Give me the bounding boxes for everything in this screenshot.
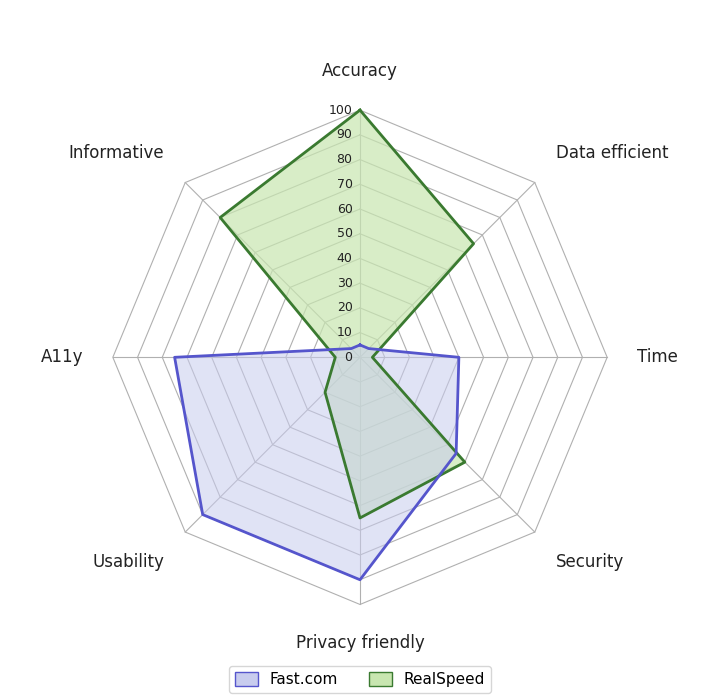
Text: 100: 100 — [329, 104, 353, 117]
Text: 90: 90 — [337, 129, 353, 141]
Text: Privacy friendly: Privacy friendly — [296, 634, 424, 652]
Text: Informative: Informative — [68, 144, 164, 161]
Text: 10: 10 — [337, 326, 353, 339]
Text: Security: Security — [556, 553, 624, 571]
Text: 30: 30 — [337, 277, 353, 290]
Text: 20: 20 — [337, 302, 353, 314]
Text: 40: 40 — [337, 252, 353, 265]
Legend: Fast.com, RealSpeed: Fast.com, RealSpeed — [228, 666, 492, 694]
Text: A11y: A11y — [40, 348, 84, 366]
Text: Data efficient: Data efficient — [556, 144, 668, 161]
Polygon shape — [175, 345, 459, 580]
Text: Time: Time — [636, 348, 678, 366]
Text: 70: 70 — [336, 178, 353, 191]
Text: Usability: Usability — [92, 553, 164, 571]
Text: 50: 50 — [336, 227, 353, 240]
Text: 0: 0 — [345, 351, 353, 363]
Text: 80: 80 — [336, 153, 353, 166]
Text: 60: 60 — [337, 202, 353, 215]
Polygon shape — [220, 110, 474, 518]
Text: Accuracy: Accuracy — [322, 63, 398, 81]
